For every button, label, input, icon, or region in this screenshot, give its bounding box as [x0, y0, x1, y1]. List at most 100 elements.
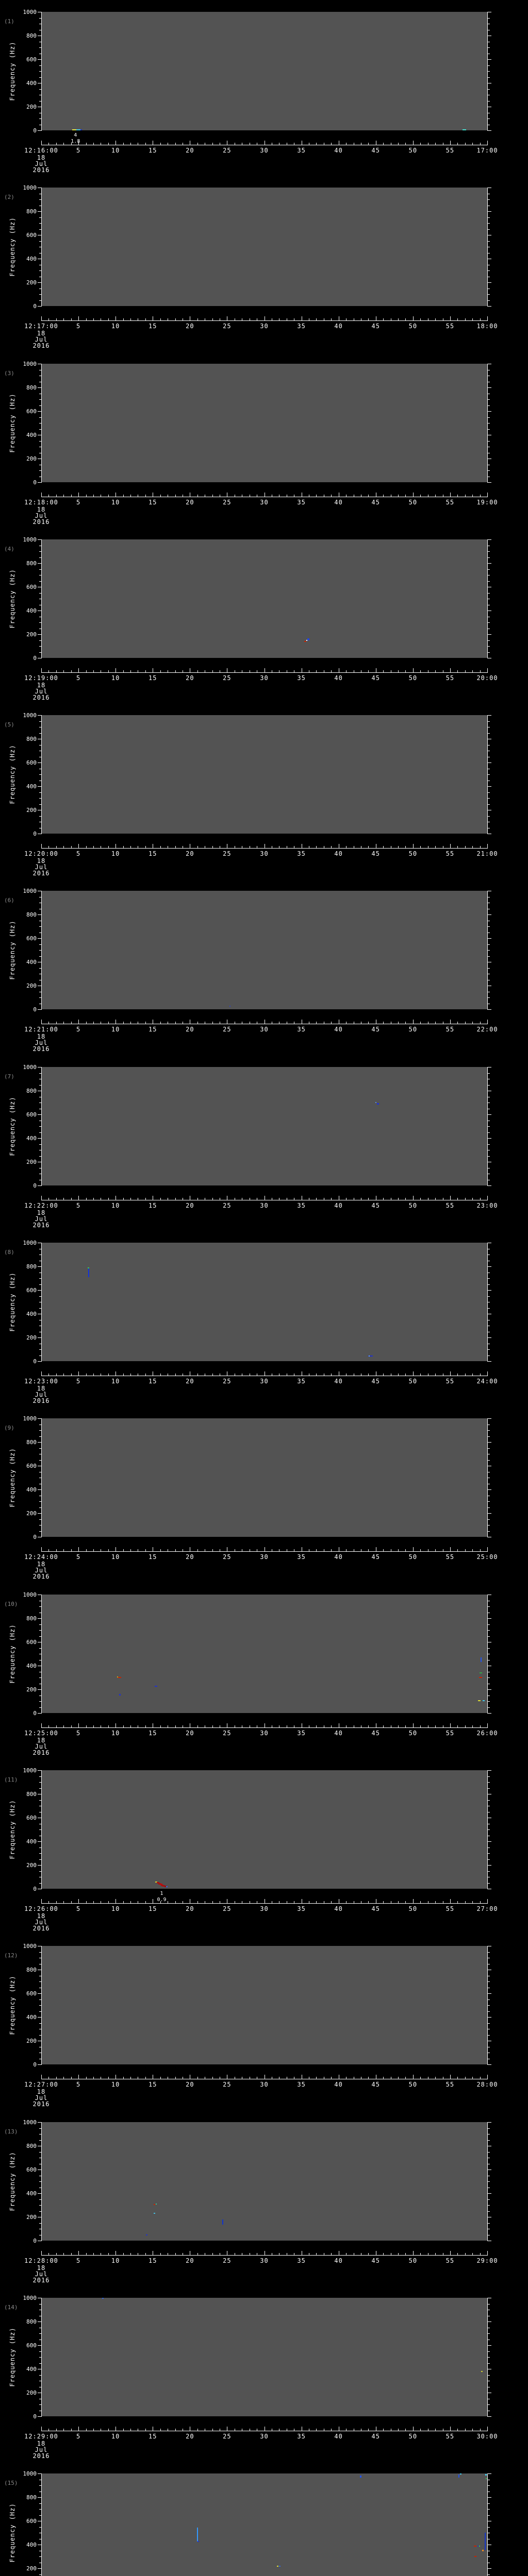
x-end-time-label: 17:00: [476, 147, 498, 154]
x-tick: [331, 1725, 332, 1727]
x-tick: [197, 1374, 198, 1376]
y-tick-label: 800: [26, 560, 37, 567]
y-tick: [39, 1871, 41, 1872]
y-tick-label: 0: [33, 303, 37, 310]
x-tick-label: 30: [260, 674, 269, 682]
x-tick: [480, 1374, 481, 1376]
y-tick: [488, 1630, 490, 1631]
x-tick: [48, 2429, 49, 2431]
x-tick: [316, 1549, 317, 1551]
x-tick: [450, 1020, 451, 1024]
y-tick: [38, 715, 41, 716]
x-tick: [331, 495, 332, 497]
x-tick: [197, 2077, 198, 2079]
x-tick-label: 35: [297, 674, 306, 682]
y-tick: [39, 774, 41, 775]
date-label: 2016: [32, 2277, 50, 2284]
x-tick-label: 15: [148, 1202, 157, 1209]
x-tick: [487, 2251, 488, 2255]
panel-number: (13): [4, 2128, 18, 2135]
x-tick-label: 45: [371, 323, 380, 330]
x-tick: [93, 1022, 94, 1024]
y-tick: [39, 118, 41, 119]
date-label: Jul: [35, 1743, 48, 1750]
x-tick: [413, 844, 414, 848]
x-tick-label: 20: [186, 1905, 194, 1912]
x-tick-label: 10: [111, 1905, 120, 1912]
spectrogram-panel: 0 200 400 600 800 1000 (13) Frequency (Hz) 12:28…: [0, 2110, 528, 2286]
x-tick-label: 45: [371, 2257, 380, 2264]
x-tick: [212, 1198, 213, 1200]
y-tick: [39, 2011, 41, 2012]
y-tick: [39, 2211, 41, 2212]
x-tick: [368, 1725, 369, 1727]
x-tick: [175, 2253, 176, 2255]
date-label: 2016: [32, 870, 50, 877]
x-tick: [123, 2253, 124, 2255]
x-tick: [331, 1374, 332, 1376]
y-tick: [488, 733, 490, 734]
y-tick: [488, 229, 490, 230]
x-tick: [398, 846, 399, 848]
x-tick-label: 25: [223, 2433, 232, 2440]
y-tick: [488, 405, 490, 406]
spectral-mark: [360, 2476, 361, 2478]
x-tick: [368, 495, 369, 497]
x-tick-label: 50: [408, 1026, 418, 1033]
x-tick: [450, 316, 451, 320]
y-axis-title: Frequency (Hz): [9, 2151, 16, 2211]
y-tick: [488, 926, 490, 927]
y-tick: [488, 652, 490, 653]
y-tick: [39, 470, 41, 471]
y-axis-left: [41, 2473, 42, 2576]
spectral-mark: [155, 1686, 157, 1687]
y-tick: [488, 306, 491, 307]
y-tick: [38, 1418, 41, 1419]
y-tick: [39, 1132, 41, 1133]
x-tick-label: 50: [408, 2257, 418, 2264]
x-tick: [63, 2077, 64, 2079]
y-tick: [488, 646, 490, 647]
x-tick: [123, 318, 124, 320]
y-tick: [488, 1713, 491, 1714]
y-tick: [39, 2140, 41, 2141]
x-tick: [465, 1901, 466, 1903]
y-tick: [488, 1788, 490, 1789]
x-tick: [212, 1374, 213, 1376]
y-tick-label: 1000: [23, 1767, 37, 1774]
x-tick: [457, 318, 458, 320]
y-tick: [488, 2497, 491, 2498]
y-tick: [39, 956, 41, 957]
x-tick: [457, 2429, 458, 2431]
x-tick: [86, 1198, 87, 1200]
y-tick-label: 800: [26, 2143, 37, 2149]
y-tick: [39, 1156, 41, 1157]
spectral-mark: [160, 1884, 162, 1885]
y-tick: [39, 2351, 41, 2352]
x-tick: [175, 143, 176, 145]
x-tick: [465, 143, 466, 145]
x-tick-label: 55: [446, 499, 455, 506]
x-tick: [86, 2429, 87, 2431]
x-tick: [420, 318, 421, 320]
y-tick: [488, 950, 490, 951]
date-label: Jul: [35, 1567, 48, 1574]
x-tick: [175, 1198, 176, 1200]
x-tick: [41, 1547, 42, 1551]
x-tick: [56, 1549, 57, 1551]
x-tick: [71, 1549, 72, 1551]
x-tick: [383, 846, 384, 848]
x-tick: [480, 1198, 481, 1200]
x-tick-label: 55: [446, 1730, 455, 1737]
date-label: 2016: [32, 1573, 50, 1580]
date-label: Jul: [35, 1391, 48, 1398]
x-tick: [465, 2429, 466, 2431]
x-tick: [465, 1725, 466, 1727]
x-tick: [123, 846, 124, 848]
x-tick-label: 5: [76, 499, 81, 506]
x-start-time-label: 12:17:00: [24, 323, 58, 330]
date-label: Jul: [35, 1215, 48, 1223]
x-tick: [86, 1901, 87, 1903]
date-label: 2016: [32, 342, 50, 349]
x-tick: [130, 1022, 131, 1024]
